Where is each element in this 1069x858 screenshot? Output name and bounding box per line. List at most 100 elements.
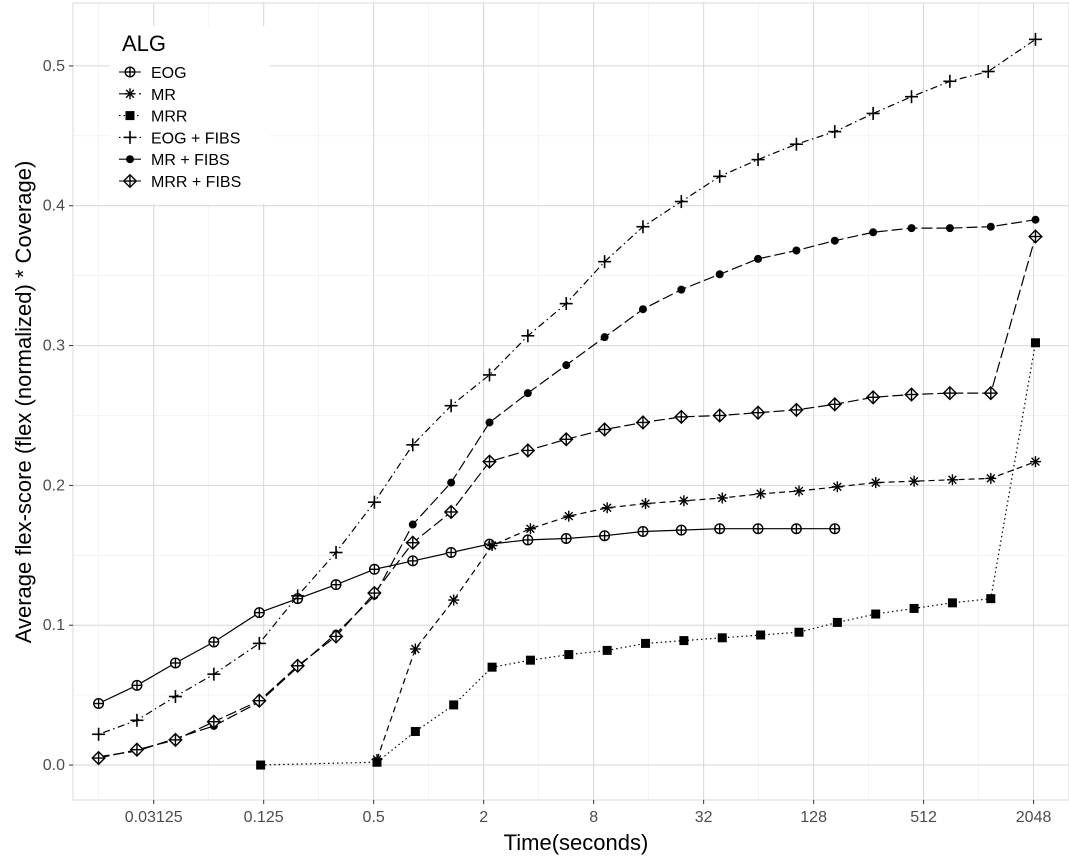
data-point [208,636,220,648]
data-point [521,329,535,343]
legend-title: ALG [122,31,166,56]
data-point [635,415,651,430]
data-point [793,485,805,497]
data-point [755,488,767,500]
legend-label: EOG [151,65,187,82]
data-point [717,633,727,643]
series-mrr-fibs [91,229,1043,766]
y-axis-ticks: 0.0 0.1 0.2 0.3 0.4 0.5 [43,58,73,774]
y-tick-label: 0.0 [43,757,65,774]
legend-label: MRR [151,109,187,126]
data-point [636,220,650,234]
data-point [675,524,687,536]
data-point [908,475,920,487]
series-eog-fibs [92,32,1042,741]
data-point [368,563,380,575]
series-layer [91,32,1043,770]
data-point [942,385,958,401]
data-point [256,760,266,770]
legend-key-marker [123,130,137,144]
x-tick-label: 128 [800,809,827,826]
data-point [330,579,342,591]
legend-item: MRR [119,109,187,126]
data-point [558,431,574,447]
data-point [641,638,651,648]
data-point [678,495,690,507]
data-point [750,405,766,420]
data-point [792,246,801,255]
data-point [871,609,881,619]
legend-label: MR + FIBS [151,152,230,169]
data-point [986,222,995,231]
data-point [983,385,999,401]
data-point [597,422,612,437]
data-point [602,645,612,655]
data-point [367,585,382,601]
legend-items: EOG MR MRR EOG + FIBS MR + FIBS MRR + FIBS [119,65,241,191]
data-point [637,526,649,538]
y-axis-title: Average flex-score (flex (normalized) * … [11,161,36,644]
data-point [869,228,878,237]
data-point [449,700,459,710]
data-point [92,727,106,741]
data-point [1030,338,1040,348]
y-tick-label: 0.2 [43,477,65,494]
data-point [524,523,536,535]
legend-key-marker [125,111,135,121]
data-point [560,533,572,545]
legend-key-marker [122,173,138,189]
data-point [909,603,919,613]
data-point [752,523,764,535]
legend-label: MRR + FIBS [151,174,241,191]
x-tick-label: 0.125 [244,809,284,826]
data-point [947,598,957,608]
legend-label: EOG + FIBS [151,130,240,147]
data-point [559,297,573,311]
data-point [715,270,724,279]
data-point [207,667,221,681]
data-point [714,523,726,535]
data-point [291,589,305,603]
data-point [130,713,144,727]
data-point [409,643,421,655]
data-point [712,408,727,423]
data-point [443,504,459,520]
x-tick-label: 0.03125 [125,809,183,826]
legend-key-marker [126,155,134,164]
legend-key-marker [124,88,136,100]
data-point [367,495,381,509]
legend-label: MR [151,87,176,104]
legend-item: EOG [119,65,187,82]
data-point [169,657,181,669]
data-point [789,137,803,151]
data-point [523,389,532,398]
legend-key-marker [124,66,136,78]
series-eog [93,523,841,710]
legend-item: MRR + FIBS [119,173,241,191]
data-point [91,750,106,766]
data-point [986,594,996,604]
data-point [168,690,182,704]
data-point [866,106,880,120]
data-point [407,555,419,567]
data-point [522,534,534,546]
data-point [674,195,688,209]
data-point [290,658,305,674]
data-point [831,481,843,493]
x-tick-label: 2 [479,809,488,826]
y-tick-label: 0.3 [43,338,65,355]
y-tick-label: 0.5 [43,58,65,75]
data-point [751,153,765,167]
x-tick-label: 32 [695,809,713,826]
data-point [525,655,535,665]
data-point [985,472,997,484]
data-point [168,732,183,748]
data-point [445,547,457,559]
data-point [206,714,222,729]
data-point [679,636,689,646]
legend-item: MR [119,87,176,104]
data-point [562,361,571,370]
data-point [131,679,143,691]
x-tick-label: 512 [910,809,937,826]
data-point [93,698,105,710]
